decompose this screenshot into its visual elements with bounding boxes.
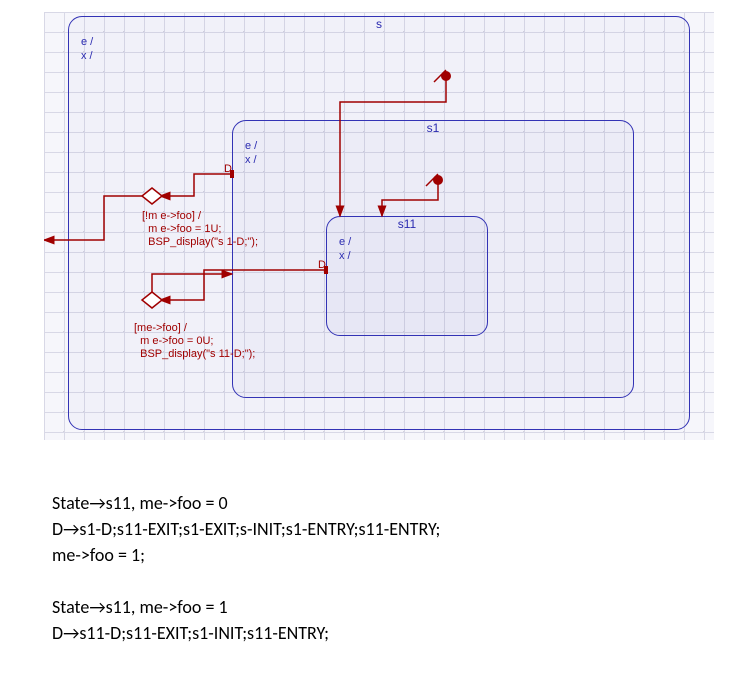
state-s-exit: x / [81, 50, 93, 62]
note-line4: State→s11, me->foo = 1 [52, 596, 228, 618]
state-s-entry: e / [81, 36, 93, 48]
note-line5: D→s11-D;s11-EXIT;s1-INIT;s11-ENTRY; [52, 622, 329, 644]
root-canvas: s e / x / s1 e / x / s11 e / x / D D [!m… [0, 0, 749, 675]
state-s-entry-exit: e / x / [81, 35, 93, 63]
s11-d-label: D [318, 259, 326, 272]
state-s1-exit: x / [245, 154, 257, 166]
guard-s11-d: [me->foo] / m e->foo = 0U; BSP_display("… [134, 322, 255, 361]
note-line1: State→s11, me->foo = 0 [52, 492, 228, 514]
statechart-diagram: s e / x / s1 e / x / s11 e / x / D D [!m… [44, 12, 714, 440]
note-line2: D→s1-D;s11-EXIT;s1-EXIT;s-INIT;s1-ENTRY;… [52, 518, 440, 540]
state-s11-title: s11 [398, 215, 416, 231]
state-s11-exit: x / [339, 250, 351, 262]
state-s1-title: s1 [427, 119, 440, 135]
state-s1-entry: e / [245, 140, 257, 152]
guard-s1-d: [!m e->foo] / m e->foo = 1U; BSP_display… [142, 210, 258, 249]
trace-notes: State→s11, me->foo = 0 D→s1-D;s11-EXIT;s… [52, 490, 440, 646]
state-s11-entry-exit: e / x / [339, 235, 351, 263]
s1-d-label: D [224, 163, 232, 176]
state-s11: s11 e / x / [326, 216, 488, 336]
state-s11-entry: e / [339, 236, 351, 248]
state-s1-entry-exit: e / x / [245, 139, 257, 167]
note-line3: me->foo = 1; [52, 544, 145, 566]
state-s-title: s [376, 15, 382, 31]
